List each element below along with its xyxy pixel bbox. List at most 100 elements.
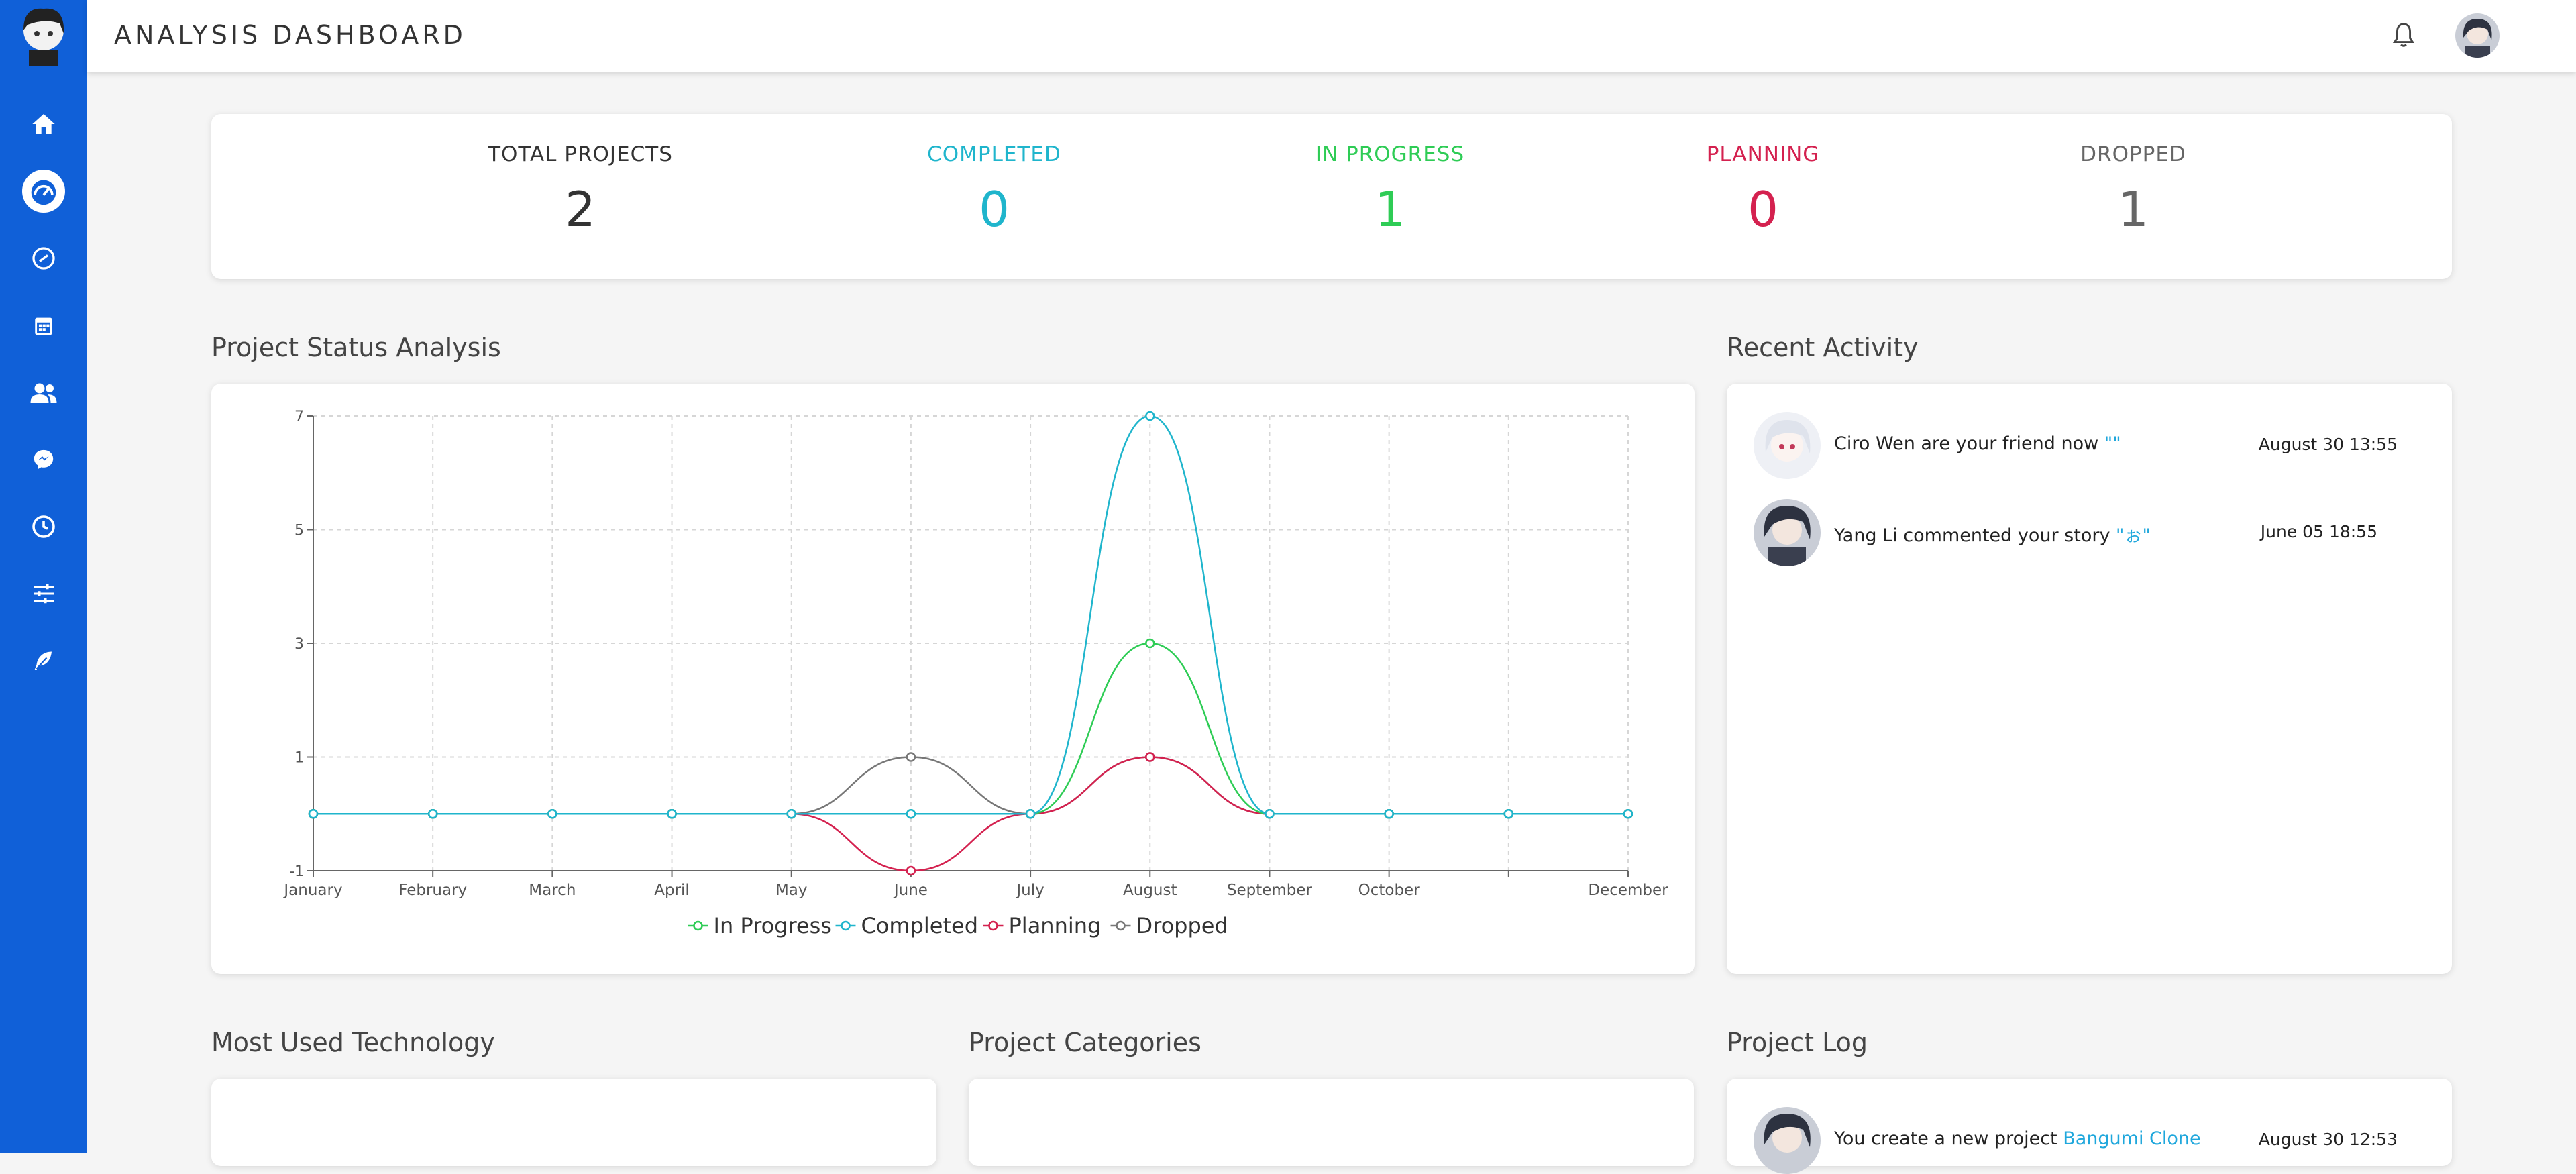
data-point-completed (1503, 809, 1514, 819)
stat-value: 0 (1748, 181, 1778, 237)
stat-planning[interactable]: PLANNING 0 (1589, 142, 1937, 237)
sidebar-item-gauge[interactable] (20, 235, 67, 282)
logo-icon (23, 8, 64, 66)
activity-text: Ciro Wen are your friend now "" (1834, 433, 2121, 454)
stat-completed[interactable]: COMPLETED 0 (820, 142, 1169, 237)
data-point-completed (1384, 809, 1394, 819)
activity-avatar[interactable] (1754, 499, 1821, 566)
activity-item[interactable]: Ciro Wen are your friend now "" August 3… (1754, 412, 2424, 479)
x-tick-label: June (893, 882, 928, 899)
user-avatar[interactable] (2455, 13, 2500, 58)
activity-quote-link[interactable]: "" (2104, 433, 2121, 454)
log-project-link[interactable]: Bangumi Clone (2063, 1128, 2201, 1149)
recent-activity-title: Recent Activity (1727, 333, 1919, 362)
stat-value: 1 (2118, 181, 2149, 237)
legend-marker-dropped (1116, 920, 1126, 931)
x-tick-label: January (282, 882, 342, 899)
data-point-completed (308, 809, 319, 819)
home-icon (32, 114, 55, 134)
page-title: ANALYSIS DASHBOARD (114, 20, 466, 50)
data-point-in-progress (1145, 638, 1155, 649)
log-time: August 30 12:53 (2258, 1130, 2398, 1149)
stat-value: 2 (565, 181, 596, 237)
sidebar-item-home[interactable] (20, 101, 67, 148)
legend-marker-planning (988, 920, 998, 931)
legend-marker-completed (841, 920, 851, 931)
recent-activity-card: Ciro Wen are your friend now "" August 3… (1727, 384, 2452, 974)
sidebar-item-messenger[interactable] (20, 436, 67, 483)
data-point-completed (547, 809, 557, 819)
x-tick-label: May (775, 882, 808, 899)
sidebar-item-calendar[interactable] (20, 302, 67, 349)
stat-label: TOTAL PROJECTS (488, 142, 673, 166)
log-message: You create a new project (1834, 1128, 2057, 1149)
y-tick-label: 1 (294, 750, 304, 767)
activity-message: Ciro Wen are your friend now (1834, 433, 2099, 454)
data-point-completed (1025, 809, 1036, 819)
log-item[interactable]: You create a new project Bangumi Clone A… (1754, 1107, 2424, 1174)
stat-label: PLANNING (1706, 142, 1820, 166)
project-log-card: You create a new project Bangumi Clone A… (1727, 1079, 2452, 1174)
sidebar (0, 0, 87, 1153)
most-used-technology-card (211, 1079, 936, 1166)
legend-label-completed: Completed (861, 913, 979, 939)
stat-value: 0 (979, 181, 1010, 237)
project-status-chart[interactable]: -1 1 3 5 7 January February March April May June Ju… (211, 384, 1695, 974)
data-point-completed (1265, 809, 1275, 819)
clock-icon (32, 515, 55, 538)
avatar-image (1754, 412, 1821, 479)
data-point-dropped (906, 752, 916, 762)
calendar-icon (35, 317, 52, 335)
app-logo[interactable] (10, 3, 77, 70)
avatar-image (1754, 499, 1821, 566)
project-log-title: Project Log (1727, 1028, 1868, 1057)
y-tick-label: 3 (294, 636, 304, 653)
activity-time: June 05 18:55 (2260, 522, 2377, 541)
sidebar-item-dashboard[interactable] (20, 168, 67, 215)
activity-message: Yang Li commented your story (1834, 525, 2110, 546)
stat-value: 1 (1375, 181, 1405, 237)
sidebar-item-settings[interactable] (20, 570, 67, 617)
data-point-completed (1145, 411, 1155, 421)
y-tick-label: 5 (294, 523, 304, 539)
data-point-planning (906, 865, 916, 876)
gauge-icon (32, 247, 55, 270)
x-tick-label: March (529, 882, 576, 899)
feather-icon (34, 651, 52, 670)
activity-time: August 30 13:55 (2258, 435, 2398, 454)
activity-text: Yang Li commented your story "ぉ" (1834, 521, 2151, 547)
bell-icon (2392, 23, 2415, 47)
sidebar-item-clock[interactable] (20, 503, 67, 550)
log-avatar[interactable] (1754, 1107, 1821, 1174)
x-tick-label: August (1123, 882, 1177, 899)
stat-label: DROPPED (2080, 142, 2186, 166)
sliders-icon (34, 584, 54, 604)
stats-card: TOTAL PROJECTS 2 COMPLETED 0 IN PROGRESS… (211, 114, 2452, 279)
top-bar: ANALYSIS DASHBOARD (87, 0, 2576, 72)
activity-item[interactable]: Yang Li commented your story "ぉ" June 05… (1754, 499, 2424, 566)
messenger-icon (34, 449, 54, 470)
legend-label-in-progress: In Progress (714, 913, 832, 939)
series-line-in-progress (313, 642, 1628, 815)
active-indicator (22, 170, 65, 213)
legend-label-dropped: Dropped (1136, 913, 1228, 939)
project-categories-card (969, 1079, 1694, 1166)
sidebar-item-feather[interactable] (20, 637, 67, 684)
x-tick-label: February (398, 882, 467, 899)
x-tick-label: October (1358, 882, 1421, 899)
activity-avatar[interactable] (1754, 412, 1821, 479)
activity-quote-link[interactable]: "ぉ" (2116, 525, 2151, 546)
data-point-planning (1145, 752, 1155, 762)
most-used-technology-title: Most Used Technology (211, 1028, 495, 1057)
legend-marker-in-progress (693, 920, 703, 931)
log-text: You create a new project Bangumi Clone (1834, 1128, 2201, 1149)
sidebar-item-users[interactable] (20, 369, 67, 416)
notifications-button[interactable] (2388, 20, 2419, 51)
x-tick-label: September (1227, 882, 1313, 899)
project-status-chart-card: -1 1 3 5 7 January February March April May June Ju… (211, 384, 1695, 974)
stat-total-projects[interactable]: TOTAL PROJECTS 2 (406, 142, 755, 237)
stat-in-progress[interactable]: IN PROGRESS 1 (1216, 142, 1564, 237)
stat-dropped[interactable]: DROPPED 1 (1959, 142, 2308, 237)
legend-label-planning: Planning (1009, 913, 1102, 939)
data-point-completed (786, 809, 796, 819)
